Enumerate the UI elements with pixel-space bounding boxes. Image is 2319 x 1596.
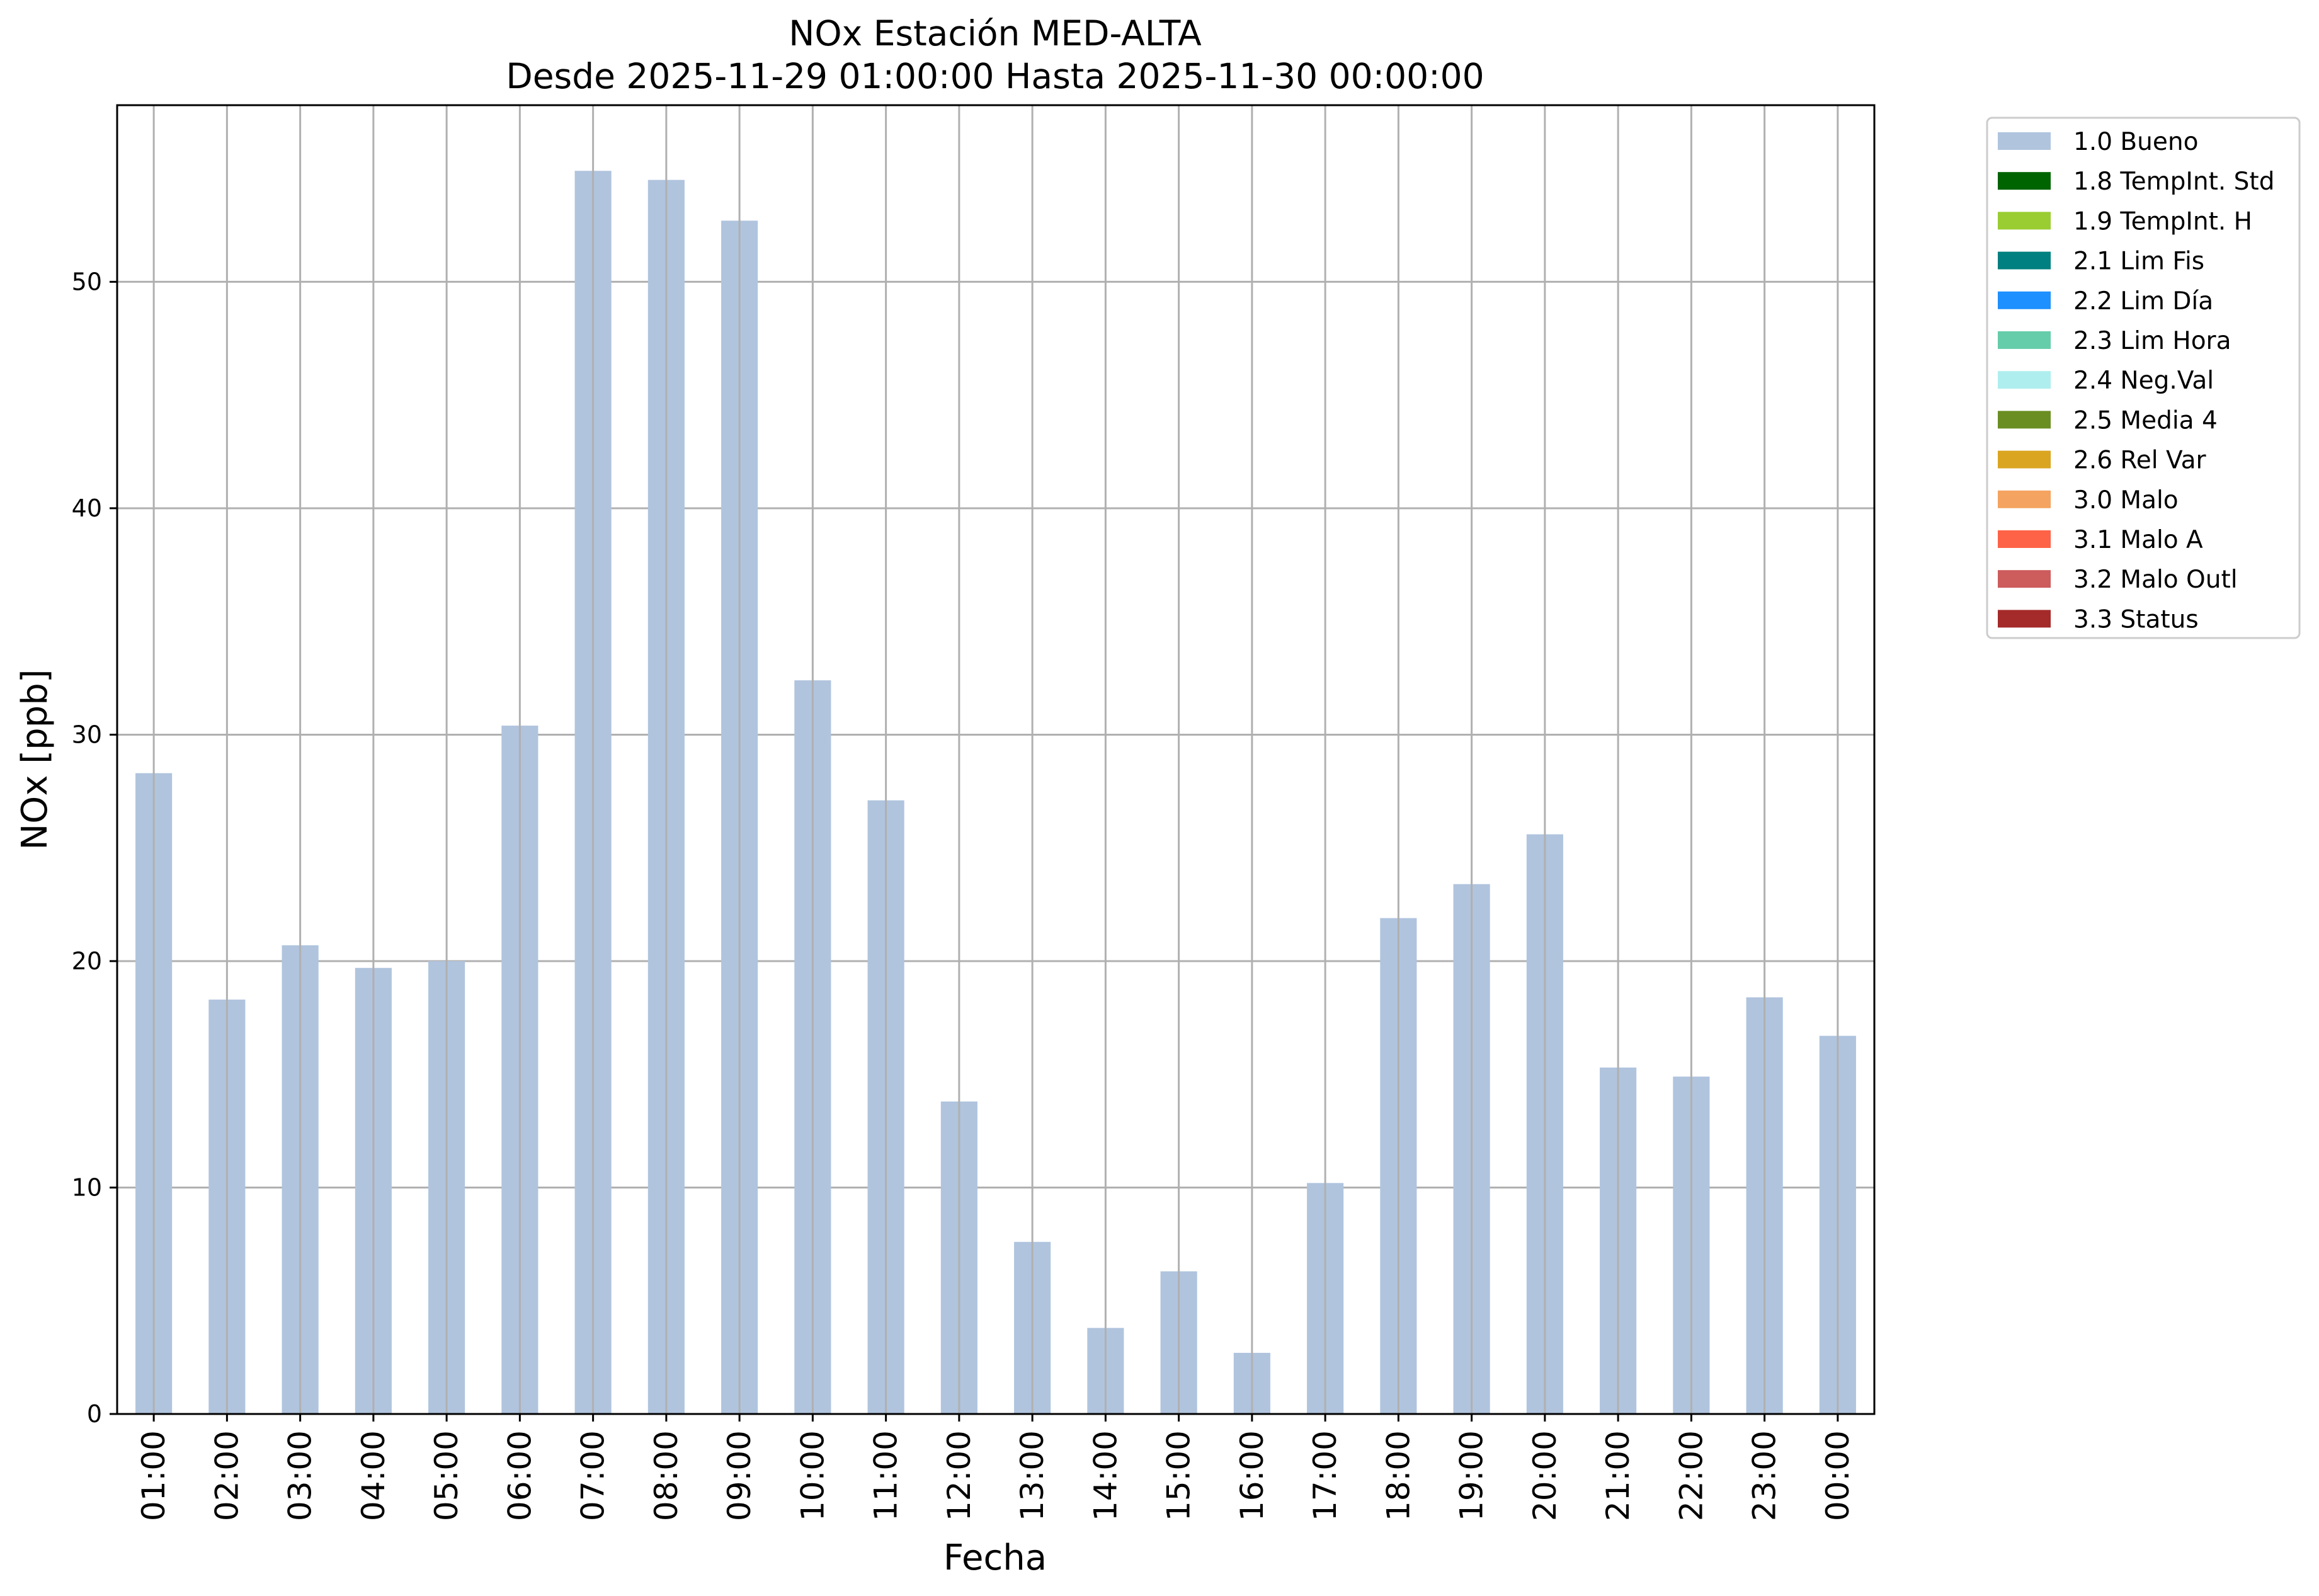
legend-label: 3.1 Malo A [2073,526,2203,554]
x-tick-label: 04:00 [355,1430,392,1521]
legend-label: 1.8 TempInt. Std [2073,168,2274,196]
chart-title: NOx Estación MED-ALTA [789,13,1202,54]
legend-swatch [1998,570,2051,588]
legend-swatch [1998,530,2051,548]
legend-swatch [1998,212,2051,230]
x-tick-label: 01:00 [135,1430,172,1521]
x-tick-label: 17:00 [1307,1430,1343,1521]
x-tick-label: 08:00 [648,1430,685,1521]
legend-label: 3.3 Status [2073,605,2199,634]
x-tick-label: 19:00 [1454,1430,1490,1521]
x-axis-ticks: 01:00 02:00 03:00 04:00 05:00 06:00 07:00 08:00… [135,1414,1856,1521]
legend-swatch [1998,291,2051,309]
x-tick-label: 09:00 [721,1430,758,1521]
y-tick-label: 30 [72,721,102,748]
x-tick-label: 21:00 [1600,1430,1636,1521]
legend-label: 1.0 Bueno [2073,128,2198,156]
legend-label: 2.1 Lim Fis [2073,248,2204,276]
x-tick-label: 13:00 [1014,1430,1051,1521]
legend-swatch [1998,411,2051,429]
x-tick-label: 10:00 [794,1430,831,1521]
legend-label: 2.2 Lim Día [2073,287,2213,316]
chart-subtitle: Desde 2025-11-29 01:00:00 Hasta 2025-11-… [506,56,1484,96]
x-tick-label: 12:00 [941,1430,977,1521]
x-tick-label: 06:00 [501,1430,538,1521]
legend-label: 1.9 TempInt. H [2073,207,2252,236]
legend-frame [1986,117,2301,639]
y-tick-label: 0 [87,1400,102,1428]
legend-label: 3.2 Malo Outl [2073,566,2238,594]
legend-label: 2.6 Rel Var [2073,447,2207,475]
x-tick-label: 00:00 [1820,1430,1856,1521]
plot-frame [116,104,1876,1415]
legend: 1.0 Bueno 1.8 TempInt. Std 1.9 TempInt. H 2… [1986,117,2301,639]
x-axis-label: Fecha [943,1537,1047,1578]
legend-swatch [1998,132,2051,150]
x-tick-label: 16:00 [1234,1430,1270,1521]
x-tick-label: 03:00 [282,1430,319,1521]
x-tick-label: 07:00 [575,1430,612,1521]
legend-swatch [1998,251,2051,270]
vertical-grid-lines [152,105,1839,1414]
x-tick-label: 11:00 [868,1430,904,1521]
legend-swatch [1998,331,2051,349]
y-tick-label: 20 [72,947,102,975]
legend-swatch [1998,371,2051,389]
x-tick-label: 23:00 [1746,1430,1783,1521]
legend-label: 3.0 Malo [2073,486,2179,515]
y-tick-label: 50 [72,268,102,295]
y-tick-label: 40 [72,494,102,522]
x-tick-label: 20:00 [1527,1430,1563,1521]
legend-swatch [1998,172,2051,190]
legend-label: 2.5 Media 4 [2073,406,2218,435]
x-tick-label: 02:00 [208,1430,245,1521]
x-tick-label: 14:00 [1087,1430,1124,1521]
y-axis-ticks: 0 10 20 30 40 50 [72,268,117,1428]
x-tick-label: 15:00 [1161,1430,1197,1521]
legend-swatch [1998,610,2051,628]
legend-swatch [1998,450,2051,469]
y-tick-label: 10 [72,1173,102,1201]
legend-label: 2.3 Lim Hora [2073,327,2231,355]
x-tick-label: 18:00 [1380,1430,1416,1521]
bars [135,171,1856,1415]
y-axis-label: NOx [ppb] [14,669,55,850]
legend-swatch [1998,490,2051,508]
x-tick-label: 05:00 [428,1430,465,1521]
legend-label: 2.4 Neg.Val [2073,367,2214,395]
x-tick-label: 22:00 [1673,1430,1709,1521]
